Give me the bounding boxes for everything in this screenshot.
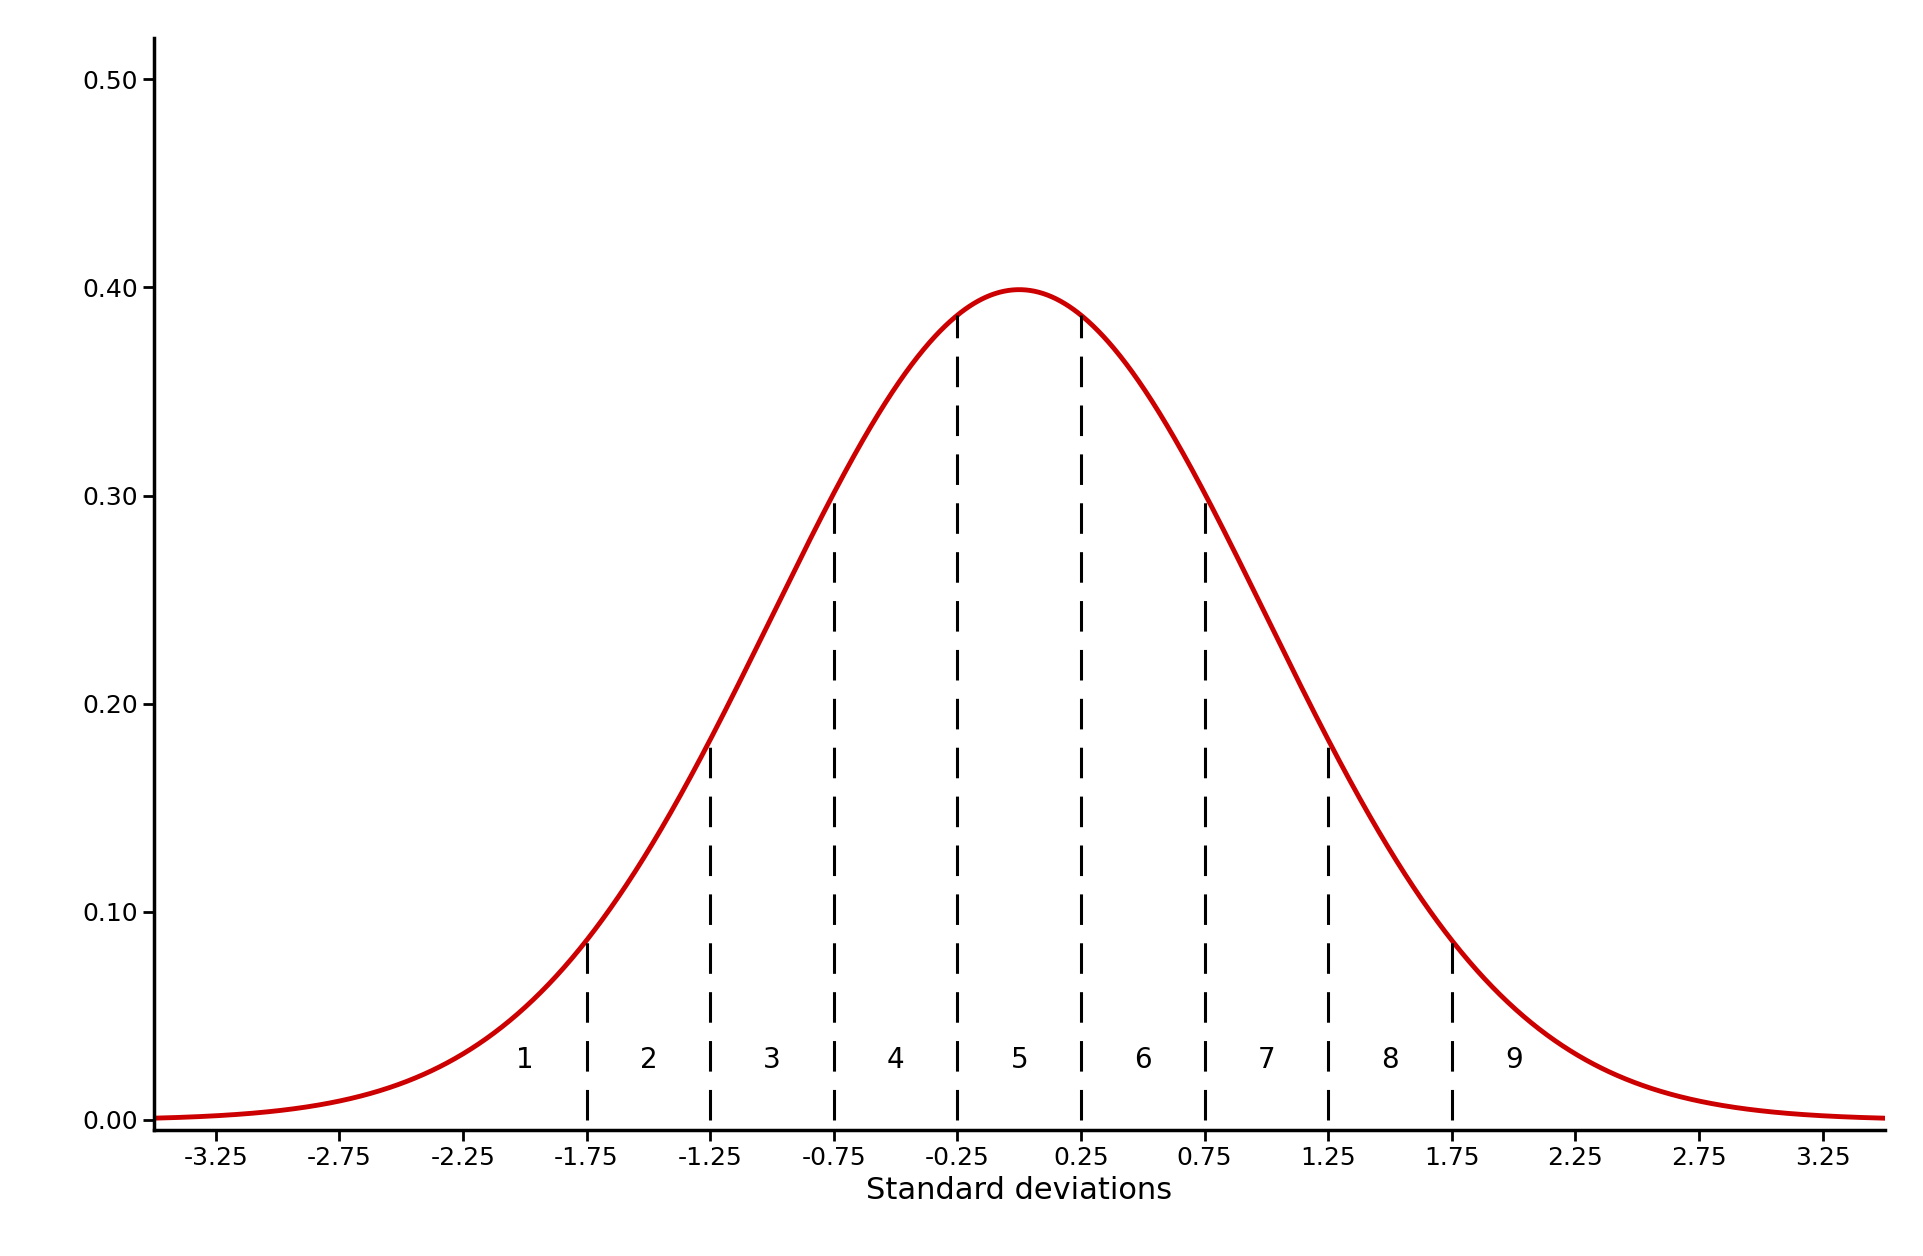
Text: 4: 4: [887, 1046, 904, 1074]
Text: 7: 7: [1258, 1046, 1275, 1074]
Text: 3: 3: [763, 1046, 781, 1074]
Text: 9: 9: [1506, 1046, 1523, 1074]
Text: 1: 1: [515, 1046, 533, 1074]
Text: 5: 5: [1010, 1046, 1029, 1074]
X-axis label: Standard deviations: Standard deviations: [865, 1176, 1173, 1205]
Text: 6: 6: [1135, 1046, 1152, 1074]
Text: 2: 2: [640, 1046, 658, 1074]
Text: 8: 8: [1381, 1046, 1398, 1074]
